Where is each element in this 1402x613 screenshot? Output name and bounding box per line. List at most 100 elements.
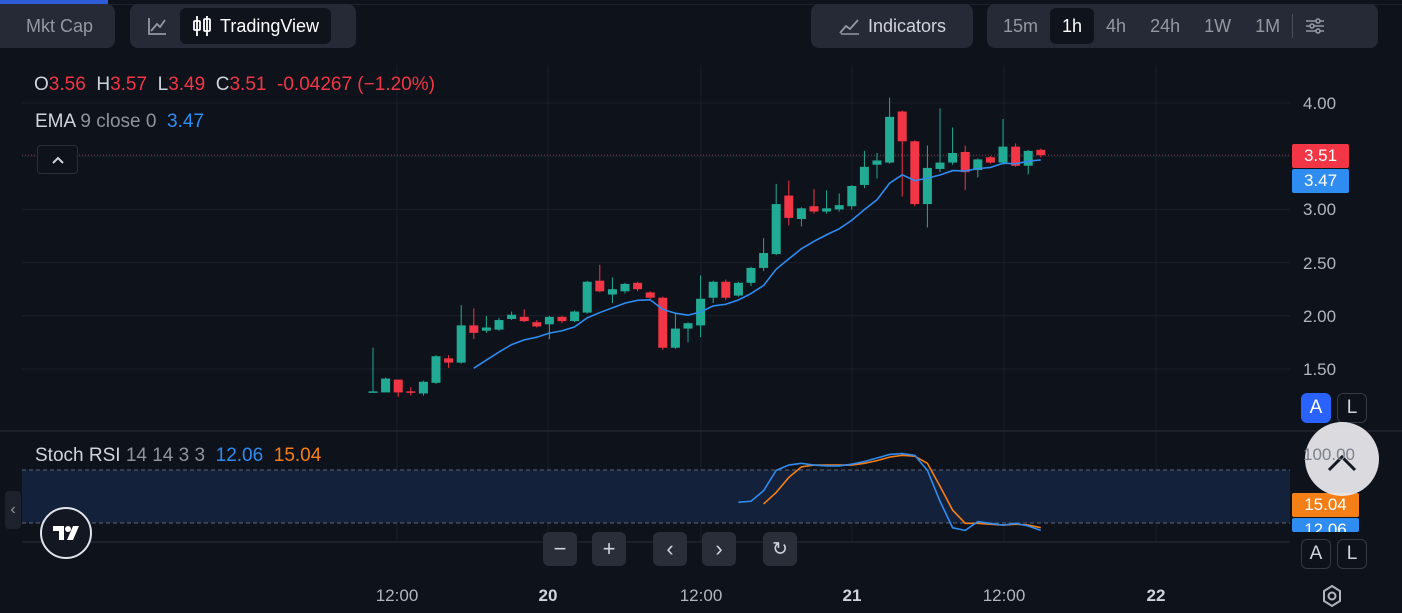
candle-body [759, 253, 769, 268]
candle-body [494, 320, 504, 330]
candle-body [935, 162, 945, 169]
stoch-k-tag: 12.06 [1292, 518, 1359, 532]
scroll-right-button[interactable]: › [702, 532, 736, 566]
candle-body [834, 205, 844, 210]
tradingview-logo[interactable] [40, 507, 92, 559]
candle-body [381, 378, 391, 393]
last-price-tag: 3.51 [1292, 144, 1349, 168]
candles-icon [193, 16, 211, 36]
candle-body [595, 280, 605, 292]
price-label: 4.00 [1303, 94, 1337, 113]
collapse-legend-button[interactable] [37, 145, 78, 174]
reset-chart-button[interactable]: ↻ [763, 532, 797, 566]
stoch-legend[interactable]: Stoch RSI 14 14 3 3 12.06 15.04 [35, 445, 321, 467]
price-label: 3.00 [1303, 200, 1337, 219]
candle-body [922, 167, 932, 205]
close-value: 3.51 [229, 74, 267, 95]
change-value: -0.04267 (−1.20%) [277, 74, 435, 95]
candle-body [670, 328, 680, 348]
candle-body [721, 281, 731, 298]
interval-group: 15m 1h 4h 24h 1W 1M [987, 4, 1378, 48]
zoom-in-button[interactable]: + [592, 532, 626, 566]
stoch-params: 14 14 3 3 [125, 445, 206, 466]
ema-line [473, 159, 1041, 369]
gear-icon [1323, 584, 1341, 608]
candle-body [557, 316, 567, 322]
plus-icon: + [602, 536, 616, 561]
chart-settings-button[interactable] [1293, 8, 1337, 44]
candle-body [544, 316, 554, 325]
ema-legend[interactable]: EMA 9 close 0 3.47 [35, 111, 204, 133]
stoch-auto-scale-button[interactable]: A [1301, 539, 1331, 569]
candle-body [746, 267, 756, 283]
scroll-left-button[interactable]: ‹ [653, 532, 687, 566]
interval-1m[interactable]: 1M [1255, 15, 1281, 36]
candle-body [431, 356, 441, 383]
time-label: 12:00 [375, 586, 419, 605]
sliders-icon [1306, 18, 1325, 34]
chevron-left-icon: ‹ [666, 536, 674, 561]
candle-body [481, 327, 491, 331]
interval-1h[interactable]: 1h [1050, 8, 1095, 44]
candle-body [456, 325, 466, 363]
candles [368, 97, 1046, 397]
time-label: 22 [1146, 586, 1166, 605]
candle-body [368, 391, 378, 393]
zoom-out-button[interactable]: − [543, 532, 577, 566]
candle-body [985, 157, 995, 163]
stoch-k-line [738, 452, 1042, 532]
candle-body [859, 166, 869, 185]
stoch-band [22, 470, 1290, 523]
candle-body [948, 153, 958, 163]
low-label: L [157, 74, 169, 95]
indicators-label: Indicators [867, 15, 947, 36]
time-label: 21 [842, 586, 862, 605]
stoch-log-scale-button[interactable]: L [1337, 539, 1367, 569]
candle-body [620, 283, 630, 292]
open-value: 3.56 [48, 74, 86, 95]
ema-price-tag: 3.47 [1292, 169, 1349, 193]
time-axis-settings-button[interactable] [1320, 584, 1344, 613]
candle-body [469, 325, 479, 333]
line-chart-icon [148, 18, 166, 35]
candle-body [998, 146, 1008, 163]
stoch-k-value: 12.06 [215, 445, 264, 466]
minus-icon: − [553, 536, 567, 561]
candle-body [973, 159, 983, 171]
scroll-to-top-button[interactable] [1305, 422, 1379, 496]
stoch-d-value: 15.04 [273, 445, 322, 466]
candle-body [796, 208, 806, 219]
candle-body [607, 289, 617, 295]
tradingview-logo-icon [53, 526, 79, 540]
chevron-up-icon [51, 156, 64, 164]
low-value: 3.49 [168, 74, 206, 95]
candle-body [1011, 146, 1021, 166]
mkt-cap-button[interactable]: Mkt Cap [26, 15, 94, 36]
interval-1w[interactable]: 1W [1204, 15, 1232, 36]
interval-4h[interactable]: 4h [1106, 15, 1127, 36]
candle-body [1036, 149, 1046, 156]
candle-body [1023, 150, 1033, 166]
log-scale-button[interactable]: L [1337, 393, 1367, 423]
tradingview-button[interactable]: TradingView [180, 8, 332, 44]
candle-body [683, 323, 693, 329]
chevron-left-icon: ‹ [10, 501, 16, 518]
expand-sidebar-button[interactable]: ‹ [5, 491, 21, 529]
interval-24h[interactable]: 24h [1150, 15, 1181, 36]
candle-body [406, 391, 416, 393]
candle-body [960, 151, 970, 173]
ema-value: 3.47 [167, 111, 204, 132]
candle-body [519, 316, 529, 322]
interval-15m[interactable]: 15m [1003, 15, 1039, 36]
indicators-button[interactable]: Indicators [815, 8, 969, 44]
candle-body [847, 185, 857, 207]
price-label: 2.50 [1303, 254, 1337, 273]
auto-scale-button[interactable]: A [1301, 393, 1331, 423]
candle-body [822, 208, 832, 212]
close-label: C [215, 74, 230, 95]
ohlc-legend: O3.56 H3.57 L3.49 C3.51 -0.04267 (−1.20%… [34, 74, 435, 96]
candle-body [532, 322, 542, 327]
line-chart-button[interactable] [134, 8, 180, 44]
price-label: 1.50 [1303, 360, 1337, 379]
